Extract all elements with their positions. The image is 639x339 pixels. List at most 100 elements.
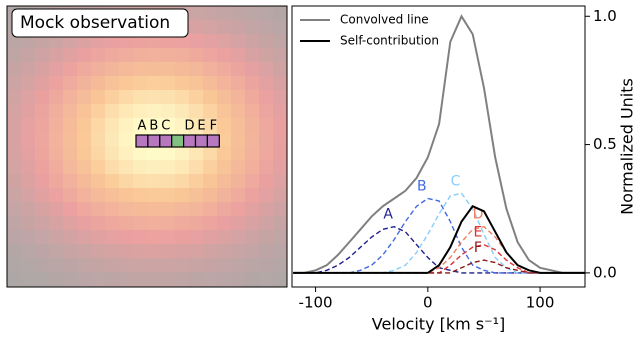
image-pixel [161, 202, 176, 217]
image-pixel [175, 216, 190, 231]
image-pixel [189, 202, 204, 217]
image-pixel [133, 230, 148, 245]
image-pixel [77, 230, 92, 245]
pixel-label: E [197, 119, 205, 134]
image-pixel [105, 48, 120, 63]
aperture-pixel [184, 135, 196, 147]
image-pixel [49, 132, 64, 147]
image-pixel [21, 272, 36, 287]
image-pixel [35, 132, 50, 147]
image-pixel [21, 244, 36, 259]
image-pixel [7, 146, 22, 161]
image-pixel [231, 104, 246, 119]
image-pixel [49, 160, 64, 175]
image-pixel [217, 118, 232, 133]
aperture-pixel [148, 135, 160, 147]
image-pixel [217, 216, 232, 231]
image-pixel [105, 216, 120, 231]
image-pixel [231, 244, 246, 259]
image-pixel [63, 244, 78, 259]
image-pixel [7, 118, 22, 133]
image-pixel [119, 230, 134, 245]
image-pixel [273, 258, 288, 273]
image-pixel [217, 202, 232, 217]
image-pixel [217, 48, 232, 63]
image-pixel [133, 258, 148, 273]
image-pixel [105, 258, 120, 273]
image-pixel [273, 272, 288, 287]
image-pixel [77, 118, 92, 133]
x-tick-label: 0 [423, 294, 433, 312]
image-pixel [35, 188, 50, 203]
image-pixel [63, 160, 78, 175]
image-pixel [189, 146, 204, 161]
aperture-pixel [136, 135, 148, 147]
image-pixel [7, 160, 22, 175]
image-pixel [63, 48, 78, 63]
image-pixel [217, 34, 232, 49]
image-pixel [133, 216, 148, 231]
image-pixel [175, 104, 190, 119]
image-pixel [175, 48, 190, 63]
image-pixel [259, 48, 274, 63]
image-pixel [63, 62, 78, 77]
image-pixel [203, 160, 218, 175]
image-pixel [189, 20, 204, 35]
image-pixel [175, 230, 190, 245]
image-pixel [7, 62, 22, 77]
image-pixel [189, 104, 204, 119]
image-pixel [49, 202, 64, 217]
image-pixel [273, 62, 288, 77]
image-pixel [259, 230, 274, 245]
image-pixel [77, 90, 92, 105]
image-pixel [147, 104, 162, 119]
image-pixel [49, 90, 64, 105]
image-pixel [21, 188, 36, 203]
image-pixel [231, 216, 246, 231]
image-pixel [203, 90, 218, 105]
image-pixel [119, 48, 134, 63]
image-pixel [161, 174, 176, 189]
image-pixel [273, 104, 288, 119]
component-label: C [451, 173, 461, 189]
image-pixel [7, 90, 22, 105]
image-pixel [91, 174, 106, 189]
image-pixel [105, 272, 120, 287]
image-pixel [7, 174, 22, 189]
image-pixel [133, 244, 148, 259]
image-pixel [119, 104, 134, 119]
image-pixel [273, 118, 288, 133]
image-pixel [119, 244, 134, 259]
image-pixel [203, 174, 218, 189]
image-pixel [7, 272, 22, 287]
image-pixel [77, 202, 92, 217]
image-pixel [231, 20, 246, 35]
image-pixel [119, 146, 134, 161]
image-pixel [175, 76, 190, 91]
image-pixel [49, 118, 64, 133]
image-pixel [91, 258, 106, 273]
image-pixel [77, 244, 92, 259]
image-pixel [49, 244, 64, 259]
image-pixel [21, 76, 36, 91]
image-pixel [21, 48, 36, 63]
image-pixel [259, 244, 274, 259]
image-pixel [7, 230, 22, 245]
image-pixel [231, 132, 246, 147]
image-pixel [91, 118, 106, 133]
image-pixel [273, 202, 288, 217]
series-line [293, 260, 585, 273]
legend-label: Convolved line [340, 13, 429, 27]
image-pixel [35, 90, 50, 105]
image-pixel [189, 174, 204, 189]
image-pixel [175, 174, 190, 189]
y-tick-label: 0.5 [593, 135, 617, 153]
image-pixel [147, 146, 162, 161]
image-pixel [217, 230, 232, 245]
image-pixel [21, 62, 36, 77]
image-pixel [147, 90, 162, 105]
image-pixel [91, 216, 106, 231]
image-pixel [259, 62, 274, 77]
image-pixel [189, 62, 204, 77]
image-pixel [259, 34, 274, 49]
